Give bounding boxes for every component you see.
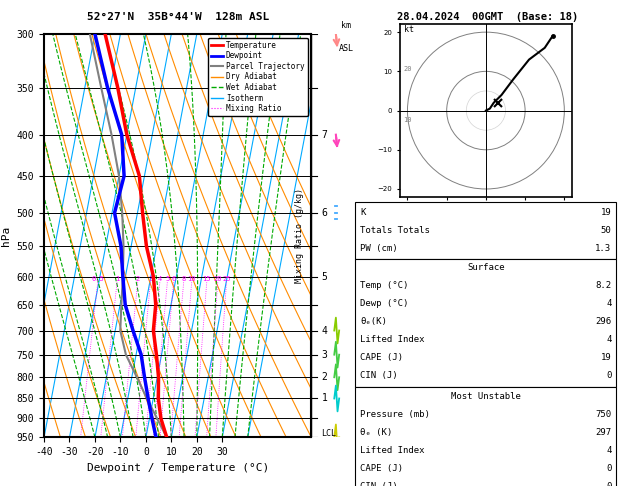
Text: Mixing Ratio (g/kg): Mixing Ratio (g/kg) [294, 188, 304, 283]
Text: 4: 4 [321, 326, 328, 335]
Text: LCL: LCL [321, 429, 337, 438]
Text: θₑ (K): θₑ (K) [360, 428, 392, 437]
X-axis label: Dewpoint / Temperature (°C): Dewpoint / Temperature (°C) [87, 463, 269, 473]
Text: 3: 3 [321, 349, 328, 360]
Text: 5: 5 [165, 277, 169, 282]
Text: 6: 6 [172, 277, 175, 282]
Text: CAPE (J): CAPE (J) [360, 464, 403, 473]
Text: Totals Totals: Totals Totals [360, 226, 430, 235]
Text: Lifted Index: Lifted Index [360, 446, 425, 455]
Text: 50: 50 [601, 226, 611, 235]
Text: 8.2: 8.2 [595, 281, 611, 290]
Text: 10: 10 [404, 117, 412, 123]
Text: K: K [360, 208, 366, 217]
Text: 6: 6 [321, 208, 328, 218]
Text: © weatheronline.co.uk: © weatheronline.co.uk [433, 471, 538, 480]
Text: 750: 750 [595, 410, 611, 419]
Text: CIN (J): CIN (J) [360, 482, 398, 486]
Text: 19: 19 [601, 353, 611, 362]
Text: PW (cm): PW (cm) [360, 244, 398, 253]
Text: 28.04.2024  00GMT  (Base: 18): 28.04.2024 00GMT (Base: 18) [397, 12, 578, 22]
Text: 3: 3 [148, 277, 153, 282]
Text: Lifted Index: Lifted Index [360, 335, 425, 344]
Text: 2: 2 [321, 372, 328, 382]
Text: 4: 4 [606, 299, 611, 308]
Text: 4: 4 [606, 446, 611, 455]
Text: 1: 1 [115, 277, 119, 282]
Text: 2: 2 [135, 277, 140, 282]
Text: 5: 5 [321, 272, 328, 281]
Legend: Temperature, Dewpoint, Parcel Trajectory, Dry Adiabat, Wet Adiabat, Isotherm, Mi: Temperature, Dewpoint, Parcel Trajectory… [208, 38, 308, 116]
Text: 1.3: 1.3 [595, 244, 611, 253]
Text: 15: 15 [203, 277, 211, 282]
Text: 7: 7 [321, 130, 328, 139]
Text: Pressure (mb): Pressure (mb) [360, 410, 430, 419]
Text: 0: 0 [606, 464, 611, 473]
Text: 296: 296 [595, 317, 611, 326]
Text: 4: 4 [158, 277, 162, 282]
Text: 1: 1 [321, 394, 328, 403]
Text: θₑ(K): θₑ(K) [360, 317, 387, 326]
Y-axis label: hPa: hPa [1, 226, 11, 246]
Text: kt: kt [404, 25, 413, 34]
Text: 19: 19 [601, 208, 611, 217]
Text: 8: 8 [182, 277, 186, 282]
Text: CAPE (J): CAPE (J) [360, 353, 403, 362]
Text: 10: 10 [187, 277, 196, 282]
Text: 0: 0 [606, 482, 611, 486]
Text: 20: 20 [404, 67, 412, 72]
Text: 0.5: 0.5 [91, 277, 104, 282]
Text: 20: 20 [213, 277, 222, 282]
Text: km: km [341, 21, 351, 30]
Text: Most Unstable: Most Unstable [451, 392, 521, 401]
Text: Temp (°C): Temp (°C) [360, 281, 409, 290]
Text: 0: 0 [606, 371, 611, 380]
Text: 25: 25 [222, 277, 231, 282]
Text: CIN (J): CIN (J) [360, 371, 398, 380]
Text: 4: 4 [606, 335, 611, 344]
Text: Surface: Surface [467, 263, 504, 272]
Text: Dewp (°C): Dewp (°C) [360, 299, 409, 308]
Text: 52°27'N  35B°44'W  128m ASL: 52°27'N 35B°44'W 128m ASL [87, 12, 269, 22]
Text: ASL: ASL [338, 44, 353, 53]
Text: 297: 297 [595, 428, 611, 437]
